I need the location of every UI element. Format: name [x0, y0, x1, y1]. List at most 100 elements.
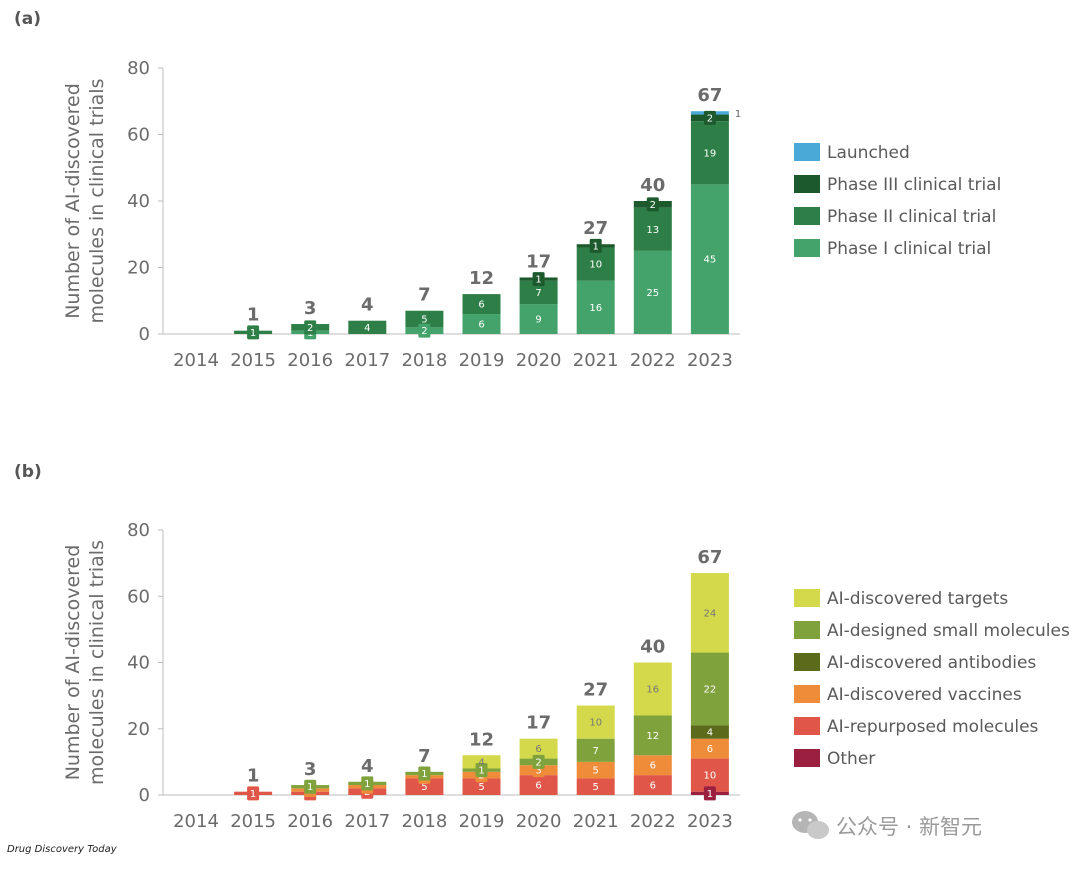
bar-segment	[633, 207, 672, 251]
bar-segment	[519, 304, 558, 334]
x-tick-label: 2022	[630, 350, 676, 371]
data-label: 1	[364, 779, 370, 790]
bar-segment	[690, 573, 729, 653]
legend-label: AI-discovered vaccines	[827, 685, 1022, 705]
bar-segment	[576, 761, 615, 779]
data-label-box	[475, 763, 488, 778]
data-label: 1	[735, 109, 741, 120]
x-tick-label: 2022	[630, 811, 676, 832]
legend-label: Phase III clinical trial	[827, 175, 1001, 195]
bar-segment	[633, 775, 672, 795]
total-label: 40	[640, 637, 665, 658]
x-tick-label: 2019	[459, 350, 505, 371]
bar-segment	[405, 310, 444, 328]
data-label-box	[247, 786, 260, 801]
data-label: 7	[593, 746, 599, 757]
data-label: 2	[707, 113, 713, 124]
data-label: 7	[535, 288, 541, 299]
bar-segment	[576, 738, 615, 762]
x-tick-label: 2018	[401, 811, 447, 832]
data-label: 5	[421, 782, 427, 793]
data-label: 4	[478, 757, 484, 768]
x-tick-label: 2017	[344, 811, 390, 832]
data-label: 16	[589, 303, 602, 314]
data-label-box	[304, 779, 317, 794]
x-tick-label: 2021	[573, 811, 619, 832]
bar-segment	[576, 280, 615, 334]
total-label: 27	[583, 218, 608, 239]
data-label: 1	[535, 275, 541, 286]
total-label: 40	[640, 175, 665, 196]
bar-segment	[462, 778, 501, 795]
data-label: 1	[250, 328, 256, 339]
x-tick-label: 2014	[173, 350, 219, 371]
bar-segment	[633, 755, 672, 776]
data-label: 3	[535, 766, 541, 777]
bar-segment	[576, 778, 615, 795]
total-label: 3	[304, 759, 317, 780]
data-label: 6	[535, 781, 541, 792]
y-tick-label: 0	[139, 785, 150, 806]
data-label: 5	[593, 766, 599, 777]
x-tick-label: 2020	[516, 811, 562, 832]
watermark: 公众号 · 新智元	[792, 811, 982, 839]
legend-swatch	[794, 143, 820, 161]
legend-label: AI-designed small molecules	[827, 621, 1070, 641]
data-label: 6	[650, 781, 656, 792]
legend-label: Phase I clinical trial	[827, 239, 991, 259]
data-label: 16	[646, 685, 659, 696]
y-tick-label: 80	[127, 520, 150, 541]
x-tick-label: 2021	[573, 350, 619, 371]
total-label: 12	[469, 268, 494, 289]
data-label: 19	[704, 148, 717, 159]
x-tick-label: 2014	[173, 811, 219, 832]
y-tick-label: 20	[127, 719, 150, 740]
total-label: 1	[247, 766, 260, 787]
total-label: 27	[583, 680, 608, 701]
total-label: 17	[526, 251, 551, 272]
panel-label: (a)	[14, 9, 41, 29]
wechat-icon	[792, 811, 829, 839]
bar-segment	[462, 314, 501, 334]
data-label-box	[589, 238, 602, 253]
data-label: 4	[707, 728, 713, 739]
data-label: 1	[478, 766, 484, 777]
data-label: 9	[535, 315, 541, 326]
data-label: 6	[650, 761, 656, 772]
bar-segment	[690, 738, 729, 759]
data-label: 25	[646, 288, 659, 299]
data-label-box	[304, 320, 317, 335]
y-axis-title-line: molecules in clinical trials	[86, 540, 108, 785]
data-label-box	[418, 323, 431, 338]
bar-segment	[690, 184, 729, 334]
legend-swatch	[794, 685, 820, 703]
data-label: 1	[307, 782, 313, 793]
total-label: 1	[247, 305, 260, 326]
bar-segment	[690, 121, 729, 185]
data-label: 6	[535, 744, 541, 755]
bar-segment	[462, 755, 501, 769]
legend-swatch	[794, 207, 820, 225]
legend-label: Other	[827, 749, 875, 769]
legend-swatch	[794, 175, 820, 193]
chart-panel-1: (a) Number of AI-discovered molecules in c…	[14, 9, 1001, 371]
bar-segment	[633, 715, 672, 756]
data-label-box	[703, 110, 716, 125]
legend-swatch	[794, 653, 820, 671]
data-label-box	[247, 325, 260, 340]
y-tick-label: 60	[127, 125, 150, 146]
bar-segment	[690, 652, 729, 726]
data-label-box	[532, 754, 545, 769]
x-tick-label: 2015	[230, 811, 276, 832]
y-tick-label: 0	[139, 324, 150, 345]
total-label: 67	[697, 547, 722, 568]
total-label: 3	[304, 298, 317, 319]
data-label: 6	[478, 320, 484, 331]
bar-segment	[633, 250, 672, 334]
bar-segment	[690, 758, 729, 792]
data-label-box	[361, 776, 374, 791]
total-label: 4	[361, 756, 374, 777]
data-label: 45	[704, 255, 717, 266]
data-label: 10	[589, 260, 602, 271]
